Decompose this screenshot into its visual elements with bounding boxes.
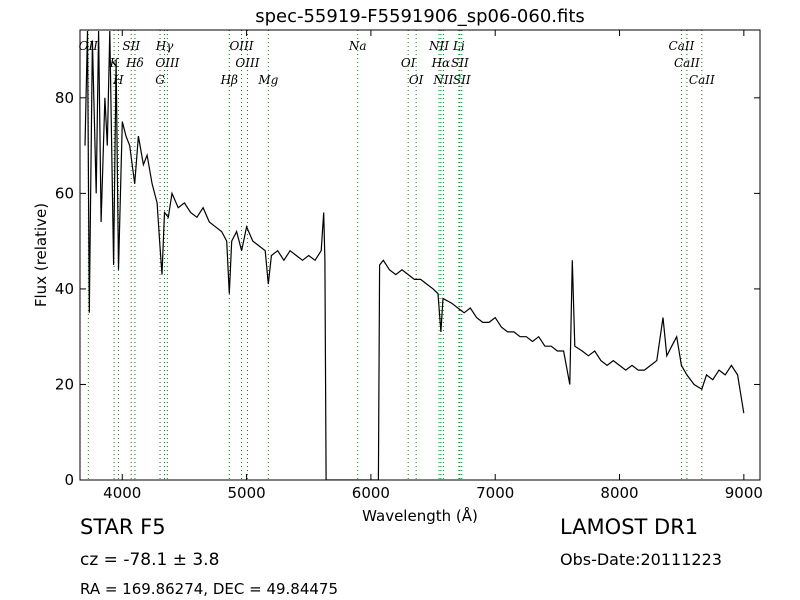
spectral-line-label: OI [409, 73, 424, 87]
x-tick-label: 6000 [352, 484, 390, 502]
spectral-line-label: Li [452, 39, 465, 53]
x-tick-label: 8000 [600, 484, 638, 502]
spectral-line-label: SII [122, 39, 140, 53]
spectrum-line [84, 30, 745, 480]
survey: LAMOST DR1 [560, 515, 698, 539]
spectral-line-label: SII [453, 73, 471, 87]
coordinates: RA = 169.86274, DEC = 49.84475 [80, 580, 338, 598]
spectral-line-label: OIII [235, 56, 259, 70]
plot-area [84, 30, 745, 480]
y-tick-label: 0 [64, 471, 74, 489]
spectral-line-label: K [109, 56, 120, 70]
spectral-line-label: OI [401, 56, 416, 70]
spectral-line-label: Na [348, 39, 367, 53]
y-tick-label: 60 [55, 184, 74, 202]
spectral-line-label: CaII [689, 73, 715, 87]
spectral-line-label: Mg [257, 73, 278, 87]
axes-frame [79, 29, 761, 481]
spectral-line-label: Hγ [155, 39, 174, 53]
x-tick-label: 7000 [476, 484, 514, 502]
spectral-line-label: H [112, 73, 124, 87]
x-axis-label: Wavelength (Å) [362, 506, 478, 525]
spectral-line-label: NII [428, 39, 449, 53]
obs-date: Obs-Date:20111223 [560, 550, 722, 569]
spectral-line-label: NII [432, 73, 453, 87]
redshift: cz = -78.1 ± 3.8 [80, 550, 219, 570]
spectral-line-label: OII [79, 39, 99, 53]
spectral-line-label: OIII [155, 56, 179, 70]
spectral-line-label: CaII [674, 56, 700, 70]
object-class: STAR F5 [80, 515, 166, 539]
spectral-line-label: G [155, 73, 165, 87]
spectral-line-label: SII [451, 56, 469, 70]
spectral-line-label: Hδ [125, 56, 144, 70]
spectral-line-label: OIII [229, 39, 253, 53]
spectral-line-label: Hα [431, 56, 451, 70]
spectral-line-label: CaII [669, 39, 695, 53]
chart-title: spec-55919-F5591906_sp06-060.fits [255, 6, 585, 27]
x-tick-label: 4000 [103, 484, 141, 502]
y-axis-label: Flux (relative) [32, 203, 50, 307]
spectral-line-label: Hβ [220, 73, 238, 87]
x-tick-label: 5000 [227, 484, 265, 502]
x-tick-label: 9000 [725, 484, 763, 502]
y-tick-label: 80 [55, 89, 74, 107]
y-tick-label: 20 [55, 375, 74, 393]
y-tick-label: 40 [55, 280, 74, 298]
